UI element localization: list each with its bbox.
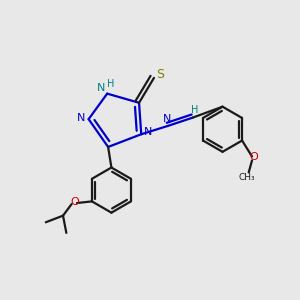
Text: H: H [190, 105, 198, 116]
Text: S: S [156, 68, 164, 81]
Text: N: N [77, 113, 86, 123]
Text: O: O [70, 197, 79, 207]
Text: O: O [249, 152, 258, 163]
Text: N: N [144, 127, 153, 136]
Text: N: N [163, 114, 171, 124]
Text: N: N [97, 83, 105, 93]
Text: H: H [107, 79, 114, 89]
Text: CH₃: CH₃ [239, 173, 255, 182]
